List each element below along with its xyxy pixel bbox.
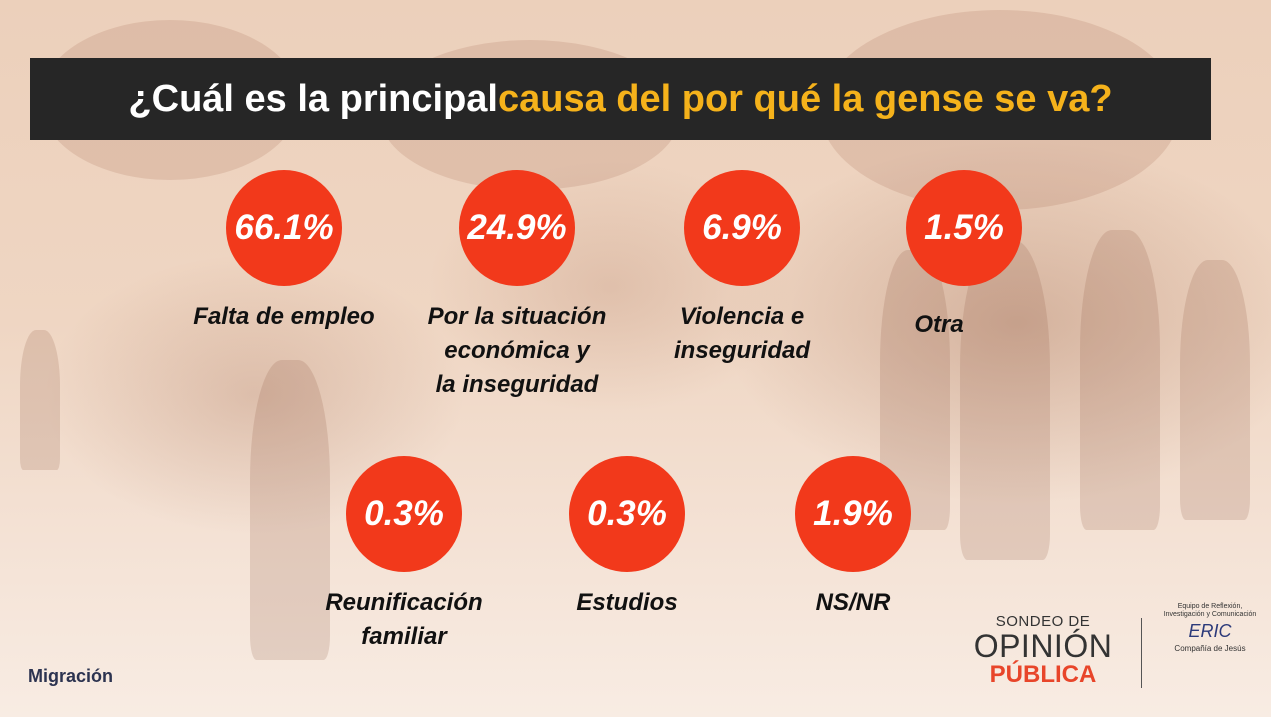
stat-circle: 6.9% <box>684 170 800 286</box>
stat-item-violencia: 6.9% Violencia e inseguridad <box>622 170 862 368</box>
title-text-white: ¿Cuál es la principal <box>128 77 498 120</box>
eric-mark: ERIC <box>1188 621 1232 641</box>
title-text-orange: causa del por qué la gense se va? <box>497 77 1113 120</box>
stat-label: NS/NR <box>815 589 891 616</box>
stat-item-reunificacion: 0.3% Reunificación familiar <box>284 456 524 654</box>
stat-circle: 1.9% <box>795 456 911 572</box>
stat-label: Violencia e inseguridad <box>673 303 811 364</box>
sondeo-opinion-publica-logo: SONDEO DE OPINIÓN PÚBLICA <box>968 613 1118 688</box>
eric-caption: Compañía de Jesús <box>1174 644 1246 653</box>
stat-item-situacion-economica: 24.9% Por la situación económica y la in… <box>397 170 637 402</box>
eric-tagline: Equipo de Reflexión, Investigación y Com… <box>1163 603 1257 618</box>
stat-item-otra: 1.5% Otra <box>844 170 1084 342</box>
eric-logo: Equipo de Reflexión, Investigación y Com… <box>1160 603 1260 653</box>
stat-circle: 24.9% <box>459 170 575 286</box>
stat-circle: 0.3% <box>346 456 462 572</box>
stat-label: Por la situación económica y la inseguri… <box>427 303 607 398</box>
title-banner: ¿Cuál es la principal causa del por qué … <box>30 58 1211 140</box>
section-label: Migración <box>28 666 114 686</box>
logo-line3: PÚBLICA <box>989 661 1097 688</box>
stat-label: Otra <box>914 311 964 338</box>
stat-label: Reunificación familiar <box>325 589 483 650</box>
stat-circle: 0.3% <box>569 456 685 572</box>
stat-item-estudios: 0.3% Estudios <box>507 456 747 620</box>
logo-divider <box>1141 618 1142 688</box>
stat-item-ns-nr: 1.9% NS/NR <box>733 456 973 620</box>
logo-line1: SONDEO DE <box>995 613 1091 630</box>
stat-label: Estudios <box>576 589 678 616</box>
stat-circle: 1.5% <box>906 170 1022 286</box>
stat-label: Falta de empleo <box>193 303 375 330</box>
stat-circle: 66.1% <box>226 170 342 286</box>
logo-line2: OPINIÓN <box>973 628 1113 664</box>
stat-item-falta-de-empleo: 66.1% Falta de empleo <box>164 170 404 334</box>
